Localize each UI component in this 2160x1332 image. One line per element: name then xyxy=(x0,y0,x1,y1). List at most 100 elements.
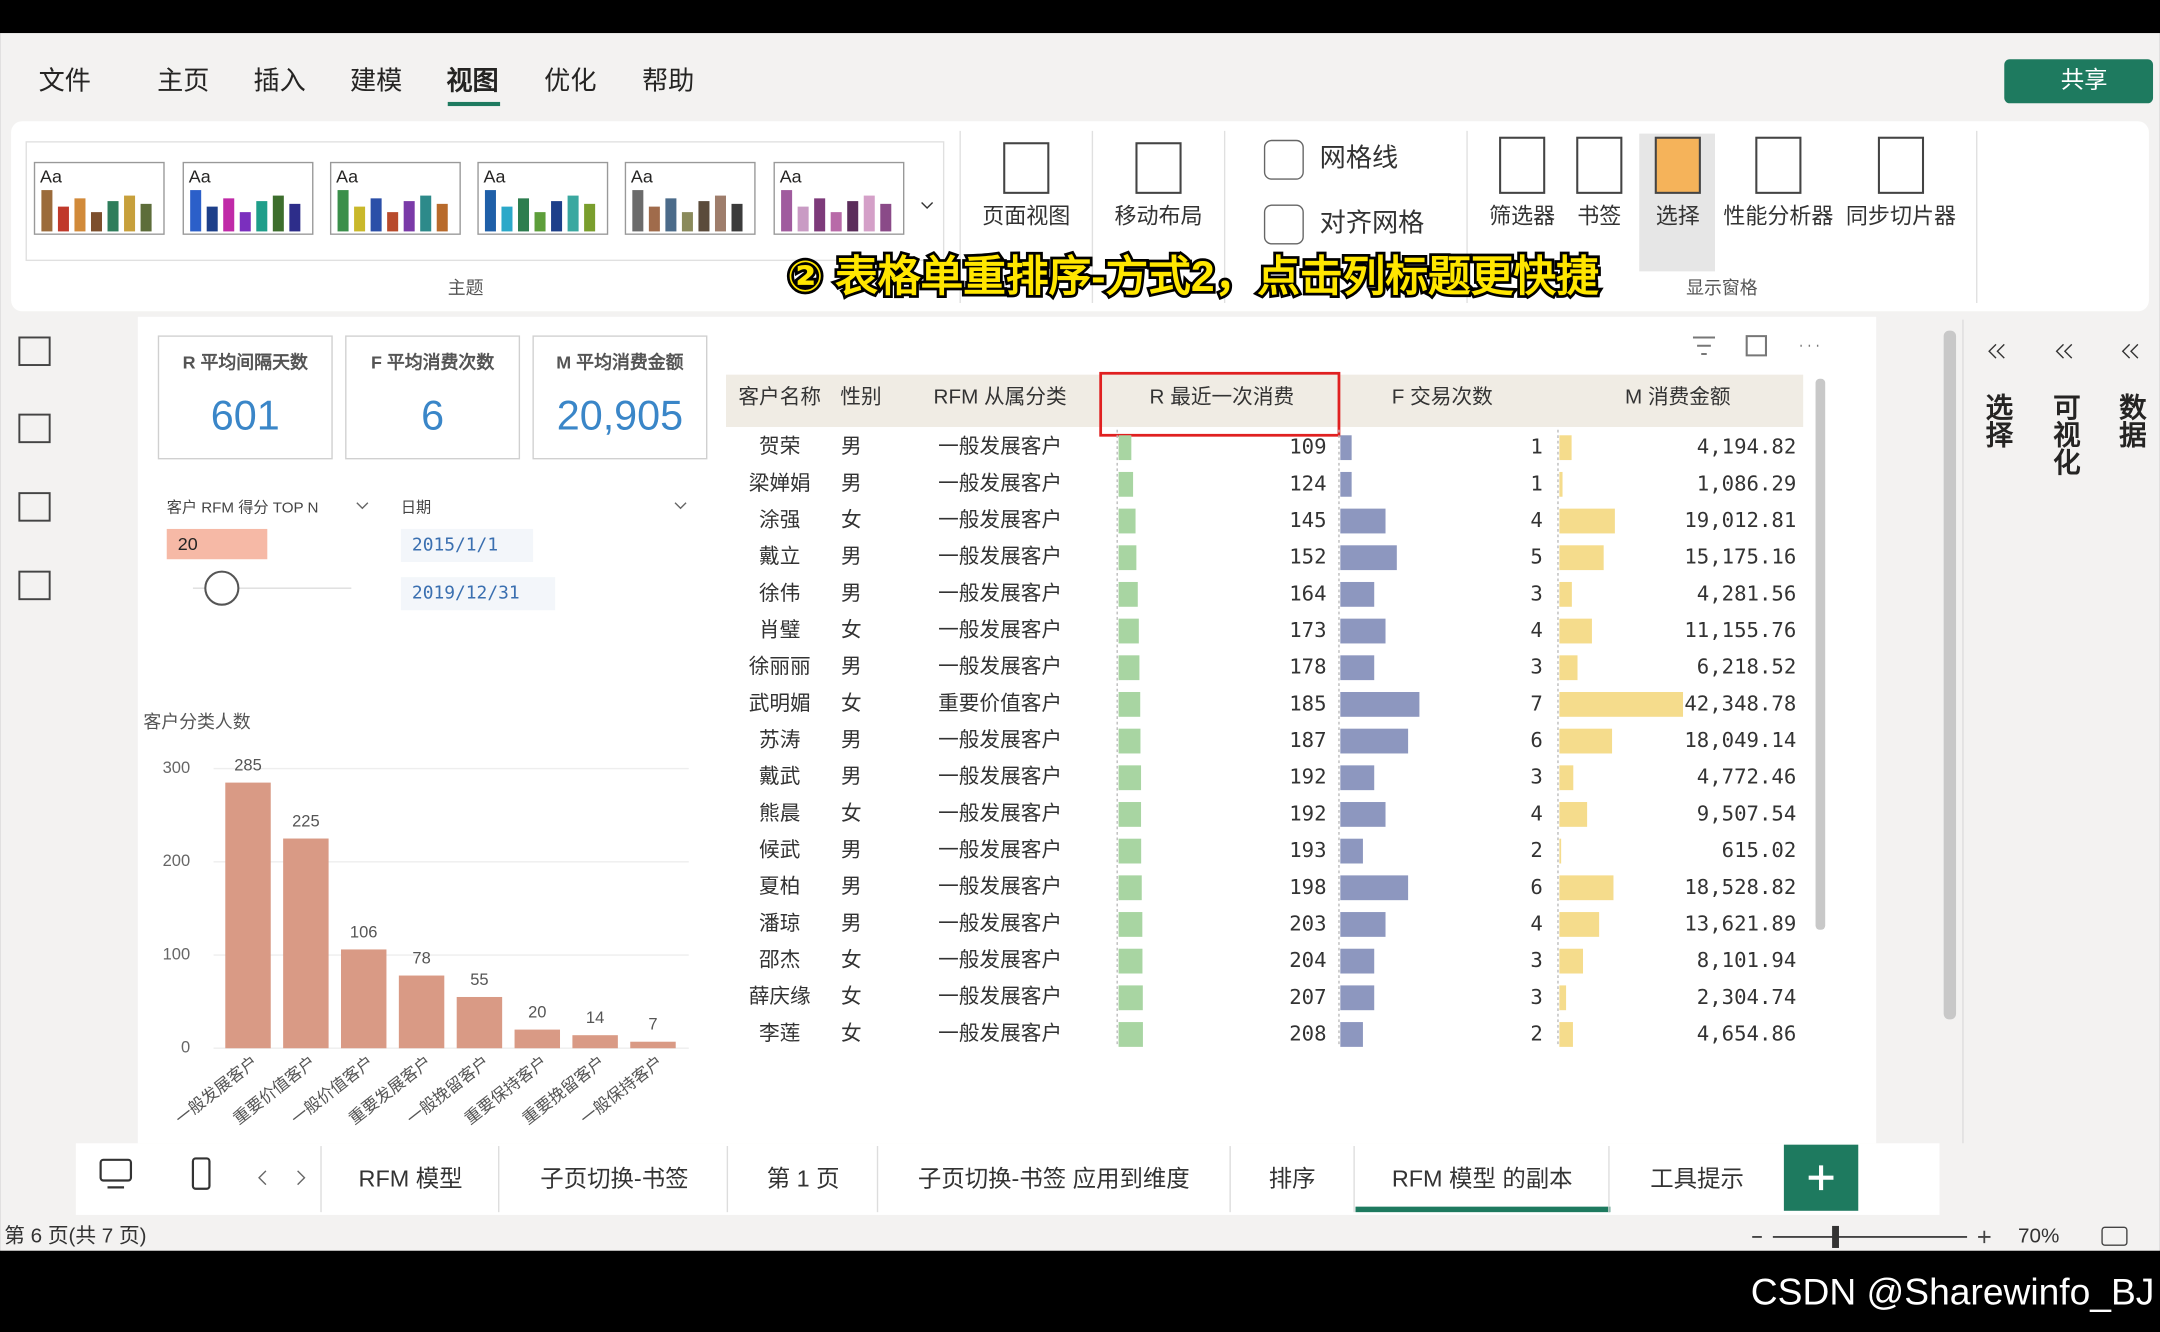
view-icon[interactable] xyxy=(18,413,51,444)
menu-item[interactable]: 帮助 xyxy=(642,66,694,96)
theme-bar xyxy=(107,201,119,232)
checkbox-label[interactable]: 网格线 xyxy=(1320,143,1398,173)
menu-item[interactable]: 建模 xyxy=(350,66,402,96)
view-icon[interactable] xyxy=(18,570,51,601)
gallery-more[interactable] xyxy=(921,201,934,209)
phone-icon[interactable] xyxy=(191,1157,211,1190)
column-header[interactable]: M 消费金额 xyxy=(1625,386,1731,409)
theme-bar xyxy=(74,198,86,232)
ribbon-button[interactable]: 选择 xyxy=(1656,203,1700,228)
page-tab[interactable]: RFM 模型 的副本 xyxy=(1392,1166,1573,1192)
cell-number: 145 xyxy=(1289,508,1326,532)
ribbon-button[interactable]: 书签 xyxy=(1577,203,1621,228)
checkbox[interactable] xyxy=(1263,139,1304,180)
data-label: 14 xyxy=(586,1008,604,1027)
data-label: 7 xyxy=(648,1015,657,1034)
theme-bar xyxy=(567,195,579,232)
ribbon-button[interactable]: 性能分析器 xyxy=(1723,203,1833,228)
date-end[interactable]: 2019/12/31 xyxy=(412,583,520,604)
cell-number: 173 xyxy=(1289,618,1326,642)
collapse-icon[interactable] xyxy=(1988,343,2005,359)
view-icon[interactable] xyxy=(18,336,51,366)
cell-number: 178 xyxy=(1289,655,1326,679)
page-tab[interactable]: 子页切换-书签 应用到维度 xyxy=(918,1166,1190,1192)
date-start-box[interactable] xyxy=(400,528,534,563)
cell-number: 4 xyxy=(1530,801,1542,825)
cell-segment: 一般发展客户 xyxy=(938,545,1062,568)
column-header[interactable]: F 交易次数 xyxy=(1392,386,1493,409)
table-scrollbar xyxy=(1815,378,1826,930)
page-tab[interactable]: 子页切换-书签 xyxy=(540,1166,688,1192)
date-start[interactable]: 2015/1/1 xyxy=(412,534,498,555)
zoom-slider[interactable] xyxy=(1752,1230,1991,1244)
data-bar xyxy=(1559,948,1584,974)
visual-header-icons[interactable] xyxy=(1692,335,1819,357)
page-tabs-bar xyxy=(75,1143,1940,1215)
ribbon-icon xyxy=(1654,136,1701,194)
data-bar xyxy=(1118,435,1132,461)
menu-item[interactable]: 插入 xyxy=(254,66,306,96)
desktop-icon[interactable] xyxy=(99,1158,133,1182)
ribbon-button[interactable]: 页面视图 xyxy=(982,203,1070,228)
menu-item[interactable]: 视图 xyxy=(446,66,498,96)
side-pane-title[interactable]: 数据 xyxy=(2115,393,2147,448)
bar xyxy=(514,1029,561,1049)
topn-input[interactable] xyxy=(166,528,268,560)
ribbon-button[interactable]: 同步切片器 xyxy=(1846,203,1956,228)
menu-item[interactable]: 优化 xyxy=(544,66,596,96)
ribbon-button[interactable]: 移动布局 xyxy=(1114,203,1202,228)
data-bar xyxy=(1559,802,1588,827)
theme-bar xyxy=(698,201,710,232)
topn-value[interactable]: 20 xyxy=(178,534,198,554)
slider-handle[interactable] xyxy=(204,570,240,606)
theme-bar xyxy=(140,203,152,232)
collapse-icon[interactable] xyxy=(2055,343,2073,359)
cell-name: 肖璧 xyxy=(759,619,800,642)
data-bar xyxy=(1118,508,1136,534)
share-button[interactable] xyxy=(2004,59,2154,104)
column-header[interactable]: RFM 从属分类 xyxy=(934,386,1067,409)
pane-group-label: 显示窗格 xyxy=(1686,278,1758,298)
page-tab[interactable]: 第 1 页 xyxy=(767,1166,840,1192)
ribbon-button[interactable]: 筛选器 xyxy=(1489,203,1555,228)
menu-item[interactable]: 文件 xyxy=(39,66,91,96)
data-bar xyxy=(1559,508,1615,534)
cell-segment: 一般发展客户 xyxy=(938,875,1062,898)
zoom-handle[interactable] xyxy=(1832,1225,1839,1248)
column-header[interactable]: 性别 xyxy=(840,386,881,409)
date-end-box[interactable] xyxy=(400,577,556,611)
page-tab[interactable]: RFM 模型 xyxy=(359,1166,463,1192)
ribbon-icon xyxy=(1755,136,1802,194)
menu-item[interactable]: 主页 xyxy=(157,66,209,96)
card-label: F 平均消费次数 xyxy=(371,351,494,372)
checkbox-label[interactable]: 对齐网格 xyxy=(1320,207,1425,237)
cell-gender: 女 xyxy=(841,949,862,972)
column-header[interactable]: R 最近一次消费 xyxy=(1150,386,1295,409)
page-tab[interactable]: 排序 xyxy=(1269,1166,1316,1192)
fit-icon[interactable] xyxy=(2101,1226,2128,1246)
theme-bar xyxy=(124,195,136,232)
data-label: 106 xyxy=(350,922,378,941)
cell-segment: 重要价值客户 xyxy=(938,692,1062,715)
checkbox[interactable] xyxy=(1263,204,1304,245)
bar xyxy=(456,996,503,1049)
cell-name: 潘琼 xyxy=(759,912,800,935)
page-tab[interactable]: 工具提示 xyxy=(1650,1166,1744,1192)
theme-bar xyxy=(648,206,660,232)
theme-bar xyxy=(830,212,842,232)
side-pane-title[interactable]: 选择 xyxy=(1981,393,2013,448)
page-arrows[interactable] xyxy=(258,1170,306,1186)
cell-name: 贺荣 xyxy=(759,435,800,458)
theme-bar xyxy=(256,201,268,232)
cell-name: 梁婵娟 xyxy=(749,472,811,495)
column-header[interactable]: 客户名称 xyxy=(738,386,821,409)
view-icon[interactable] xyxy=(18,492,51,522)
collapse-icon[interactable] xyxy=(2121,343,2139,359)
theme-label: Aa xyxy=(780,166,802,186)
card-value: 20,905 xyxy=(557,393,683,439)
share-label[interactable]: 共享 xyxy=(2061,66,2108,92)
cell-number: 185 xyxy=(1289,691,1326,715)
theme-gallery xyxy=(25,141,945,262)
cell-number: 13,621.89 xyxy=(1684,911,1796,935)
side-pane-title[interactable]: 可视化 xyxy=(2049,393,2081,476)
